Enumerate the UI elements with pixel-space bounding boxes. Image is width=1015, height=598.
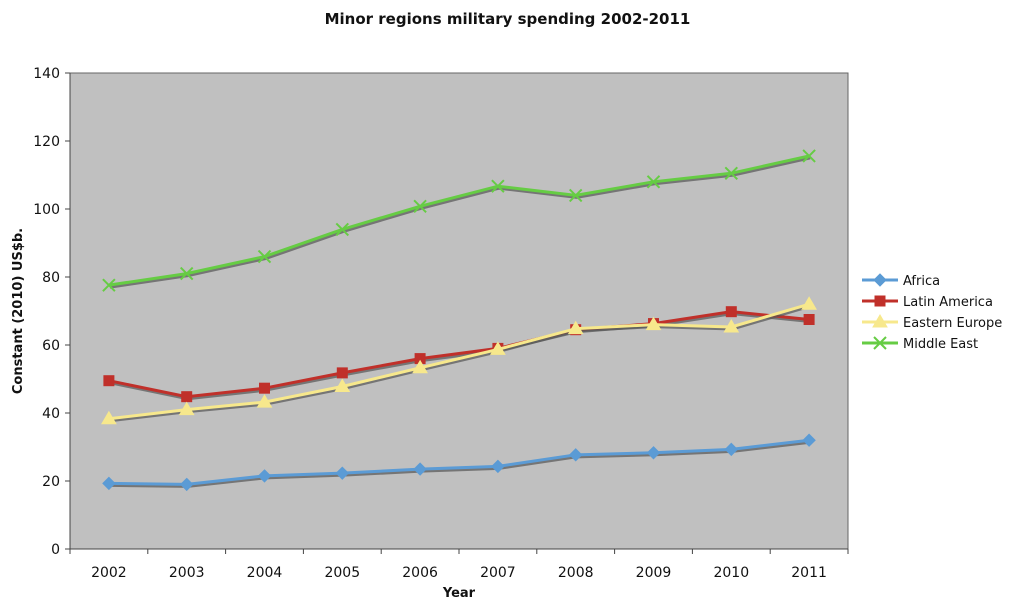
x-axis-label: Year (442, 586, 476, 598)
data-point (101, 410, 117, 425)
x-tick-label: 2002 (91, 565, 127, 581)
data-point (336, 367, 348, 379)
data-point (181, 391, 193, 403)
x-tick-label: 2007 (480, 565, 516, 581)
data-point (257, 469, 272, 483)
series-eastern-europe (101, 296, 817, 425)
data-point (413, 199, 427, 213)
x-marker-stroke (491, 179, 505, 193)
data-point (802, 433, 816, 447)
data-point (568, 188, 583, 203)
y-tick-label: 100 (33, 202, 60, 218)
data-point (412, 359, 428, 374)
x-marker-stroke (102, 278, 116, 292)
series-shadow (109, 312, 811, 401)
legend-marker (873, 273, 887, 287)
data-point (723, 318, 740, 333)
legend-item-latin-america: Latin America (862, 295, 993, 310)
series-middle-east (102, 149, 816, 292)
legend-label: Middle East (903, 337, 978, 352)
x-marker-stroke (568, 188, 583, 203)
data-point (803, 314, 815, 325)
chart-title: Minor regions military spending 2002-201… (324, 10, 691, 28)
series-shadow (109, 156, 811, 289)
data-point (491, 179, 505, 193)
x-tick-label: 2010 (713, 565, 749, 581)
data-point (567, 320, 584, 335)
series-shadow (109, 304, 811, 423)
data-point (257, 249, 272, 264)
data-point (335, 466, 350, 480)
series-line (108, 310, 810, 399)
legend-label: Eastern Europe (903, 316, 1002, 331)
x-marker-stroke (335, 222, 350, 237)
data-point (179, 266, 194, 281)
x-marker-stroke (802, 149, 816, 163)
legend-label: Africa (903, 274, 940, 289)
legend-label: Latin America (903, 295, 993, 310)
x-marker-stroke (179, 266, 194, 281)
data-point (645, 316, 662, 331)
data-point (646, 175, 661, 189)
series-layer (101, 149, 817, 492)
data-point (256, 394, 273, 408)
y-tick-label: 40 (42, 406, 60, 422)
data-point (724, 442, 739, 457)
series-shadow (109, 440, 811, 488)
data-point (414, 353, 426, 365)
series-africa (102, 433, 816, 492)
series-line (108, 438, 810, 486)
legend-marker (873, 336, 887, 350)
legend-item-africa: Africa (862, 273, 940, 289)
series-line (108, 154, 810, 287)
x-marker-stroke (724, 166, 739, 181)
data-point (724, 166, 739, 181)
x-tick-label: 2008 (558, 565, 594, 581)
data-point (801, 296, 817, 310)
legend-item-eastern-europe: Eastern Europe (862, 314, 1002, 331)
y-axis-label: Constant (2010) US$b. (11, 228, 26, 394)
legend: Africa Latin America Eastern Europe Middle … (862, 273, 1002, 352)
data-point (178, 401, 195, 416)
x-tick-label: 2005 (324, 565, 360, 581)
x-tick-label: 2006 (402, 565, 438, 581)
x-tick-label: 2011 (791, 565, 827, 581)
y-tick-label: 20 (42, 474, 60, 490)
data-point (102, 476, 116, 491)
data-point (491, 459, 505, 474)
data-point (490, 341, 506, 355)
data-point (335, 222, 350, 237)
series-line (108, 302, 810, 421)
x-tick-label: 2004 (247, 565, 283, 581)
data-point (103, 375, 115, 387)
y-tick-label: 0 (51, 542, 60, 558)
x-marker-stroke (646, 175, 661, 189)
legend-item-middle-east: Middle East (862, 336, 978, 352)
data-point (725, 306, 737, 318)
legend-marker (872, 314, 888, 328)
data-point (102, 278, 116, 292)
x-tick-label: 2009 (636, 565, 672, 581)
data-point (413, 462, 427, 476)
y-tick-label: 60 (42, 338, 60, 354)
x-marker-stroke (413, 199, 427, 213)
data-point (179, 477, 194, 492)
data-point (568, 448, 583, 462)
x-tick-label: 2003 (169, 565, 205, 581)
y-tick-label: 120 (33, 134, 60, 150)
data-point (334, 378, 351, 392)
legend-marker (874, 295, 886, 307)
x-marker-stroke (873, 336, 887, 350)
x-marker-stroke (257, 249, 272, 264)
data-point (802, 149, 816, 163)
data-point (259, 382, 270, 394)
y-tick-label: 140 (33, 66, 60, 82)
data-point (646, 446, 661, 460)
y-tick-label: 80 (42, 270, 60, 286)
axes: 0 20 40 60 80 100 120 140 2002 2003 2004 2005 2006 20… (33, 66, 849, 581)
